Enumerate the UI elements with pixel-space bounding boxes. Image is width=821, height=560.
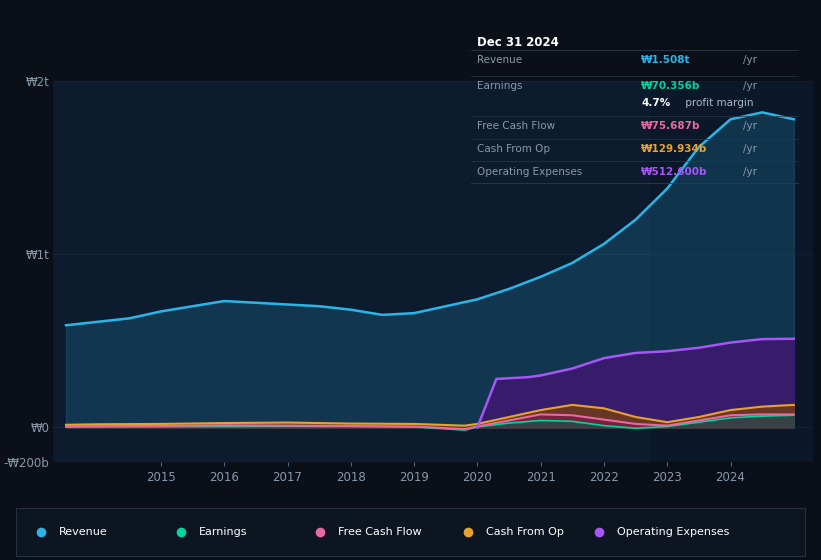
Text: Operating Expenses: Operating Expenses bbox=[478, 167, 583, 177]
Text: ₩129.934b: ₩129.934b bbox=[641, 144, 708, 154]
Text: 4.7%: 4.7% bbox=[641, 99, 670, 108]
Text: Cash From Op: Cash From Op bbox=[478, 144, 551, 154]
Text: Free Cash Flow: Free Cash Flow bbox=[478, 121, 556, 131]
Text: /yr: /yr bbox=[743, 144, 757, 154]
Text: ₩70.356b: ₩70.356b bbox=[641, 81, 700, 91]
Text: Earnings: Earnings bbox=[478, 81, 523, 91]
Text: ₩75.687b: ₩75.687b bbox=[641, 121, 700, 131]
Text: /yr: /yr bbox=[743, 55, 757, 66]
Text: Free Cash Flow: Free Cash Flow bbox=[338, 527, 422, 537]
Text: /yr: /yr bbox=[743, 167, 757, 177]
Text: Revenue: Revenue bbox=[478, 55, 523, 66]
Text: Revenue: Revenue bbox=[59, 527, 108, 537]
Text: /yr: /yr bbox=[743, 81, 757, 91]
Text: Earnings: Earnings bbox=[199, 527, 247, 537]
Text: /yr: /yr bbox=[743, 121, 757, 131]
Text: profit margin: profit margin bbox=[682, 99, 754, 108]
Text: Cash From Op: Cash From Op bbox=[486, 527, 564, 537]
Text: ₩512.600b: ₩512.600b bbox=[641, 167, 708, 177]
Text: Dec 31 2024: Dec 31 2024 bbox=[478, 36, 559, 49]
Text: Operating Expenses: Operating Expenses bbox=[617, 527, 730, 537]
FancyBboxPatch shape bbox=[16, 508, 805, 556]
Text: ₩1.508t: ₩1.508t bbox=[641, 55, 690, 66]
Bar bbox=[651, 81, 813, 462]
